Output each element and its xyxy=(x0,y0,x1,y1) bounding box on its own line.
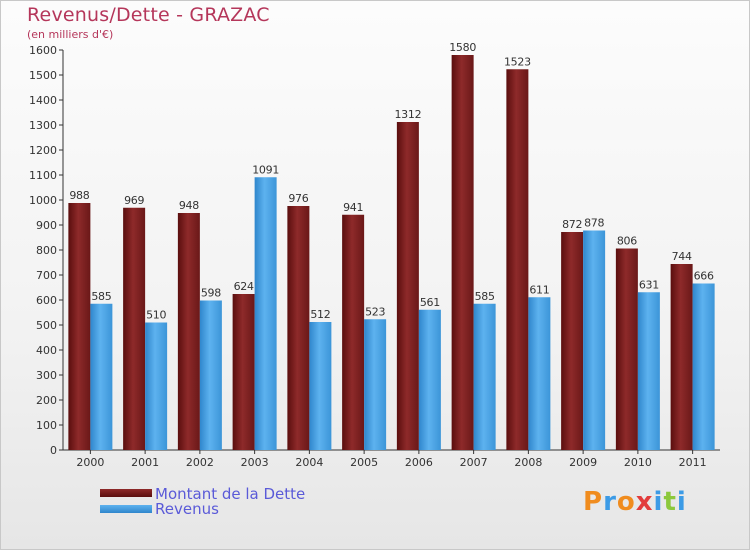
x-tick-label: 2004 xyxy=(295,456,323,469)
revenus-bar xyxy=(309,322,332,450)
revenus-data-label: 523 xyxy=(365,305,385,318)
revenus-bar xyxy=(145,322,168,450)
dette-data-label: 988 xyxy=(69,189,89,202)
dette-bar xyxy=(287,206,310,450)
dette-bar xyxy=(561,232,584,450)
y-tick-label: 1400 xyxy=(29,94,57,107)
y-tick-label: 700 xyxy=(36,269,57,282)
chart-axes: 0 100 200 300 400 500 600 700 800 900 1000 1100 1200… xyxy=(29,44,720,469)
revenus-bar xyxy=(90,303,113,450)
dette-data-label: 941 xyxy=(343,201,363,214)
chart-bars xyxy=(68,55,715,450)
revenus-data-label: 585 xyxy=(91,290,111,303)
y-tick-label: 0 xyxy=(50,444,57,457)
x-tick-label: 2008 xyxy=(514,456,542,469)
dette-data-label: 1580 xyxy=(449,41,476,54)
x-tick-label: 2009 xyxy=(569,456,597,469)
dette-data-label: 744 xyxy=(672,250,692,263)
legend-swatch-revenus xyxy=(100,505,152,513)
dette-bar xyxy=(615,248,638,450)
chart-subtitle: (en milliers d'€) xyxy=(27,28,114,41)
dette-bar xyxy=(506,69,529,450)
logo-letter: i xyxy=(653,487,664,517)
revenus-data-label: 666 xyxy=(694,270,714,283)
chart-data-labels: 988 585 969 510 948 598 624 1091 976 512 941 523 131… xyxy=(69,41,714,322)
dette-bar xyxy=(232,294,255,450)
y-tick-label: 100 xyxy=(36,419,57,432)
revenus-bar xyxy=(199,300,222,450)
y-tick-label: 600 xyxy=(36,294,57,307)
proxiti-logo: Proxiti xyxy=(583,487,687,517)
y-tick-label: 400 xyxy=(36,344,57,357)
revenus-data-label: 561 xyxy=(420,296,440,309)
logo-letter: o xyxy=(616,487,636,517)
y-tick-label: 1500 xyxy=(29,69,57,82)
revenus-bar xyxy=(637,292,660,450)
revenus-data-label: 611 xyxy=(529,283,549,296)
revenus-bar xyxy=(254,177,277,450)
y-tick-label: 900 xyxy=(36,219,57,232)
dette-data-label: 624 xyxy=(234,280,254,293)
dette-bar xyxy=(177,213,200,450)
revenus-data-label: 1091 xyxy=(252,163,279,176)
y-tick-label: 200 xyxy=(36,394,57,407)
revenus-data-label: 585 xyxy=(475,290,495,303)
revenus-data-label: 512 xyxy=(310,308,330,321)
revenus-data-label: 598 xyxy=(201,287,221,300)
revenus-bar xyxy=(364,319,387,450)
y-tick-label: 1000 xyxy=(29,194,57,207)
revenus-data-label: 878 xyxy=(584,217,604,230)
y-tick-label: 1200 xyxy=(29,144,57,157)
dette-data-label: 806 xyxy=(617,235,637,248)
dette-data-label: 872 xyxy=(562,218,582,231)
dette-bar xyxy=(342,214,365,450)
logo-letter: x xyxy=(635,487,654,517)
revenus-bar xyxy=(692,283,715,450)
x-tick-label: 2007 xyxy=(460,456,488,469)
x-tick-label: 2010 xyxy=(624,456,652,469)
legend-swatch-dette xyxy=(100,489,152,497)
y-tick-label: 500 xyxy=(36,319,57,332)
dette-data-label: 976 xyxy=(288,192,308,205)
dette-bar xyxy=(396,122,419,450)
dette-data-label: 969 xyxy=(124,194,144,207)
revenus-data-label: 510 xyxy=(146,309,166,322)
revenus-data-label: 631 xyxy=(639,278,659,291)
revenus-bar xyxy=(528,297,551,450)
x-tick-label: 2003 xyxy=(241,456,269,469)
x-tick-label: 2011 xyxy=(679,456,707,469)
x-tick-label: 2006 xyxy=(405,456,433,469)
dette-bar xyxy=(123,207,146,450)
dette-data-label: 1523 xyxy=(504,55,531,68)
dette-bar xyxy=(451,55,474,450)
logo-letter: i xyxy=(676,487,687,517)
dette-data-label: 948 xyxy=(179,199,199,212)
revenus-bar xyxy=(473,303,496,450)
legend-label-dette: Montant de la Dette xyxy=(155,485,306,503)
logo-letter: t xyxy=(663,487,677,517)
x-tick-label: 2002 xyxy=(186,456,214,469)
y-tick-label: 1600 xyxy=(29,44,57,57)
x-tick-label: 2001 xyxy=(131,456,159,469)
dette-bar xyxy=(68,203,91,450)
y-tick-label: 800 xyxy=(36,244,57,257)
revenus-bar xyxy=(583,230,606,450)
y-tick-label: 300 xyxy=(36,369,57,382)
x-tick-label: 2000 xyxy=(76,456,104,469)
revenus-bar xyxy=(418,309,441,450)
logo-letter: r xyxy=(603,487,617,517)
x-tick-label: 2005 xyxy=(350,456,378,469)
dette-bar xyxy=(670,264,693,450)
dette-data-label: 1312 xyxy=(394,108,421,121)
legend-label-revenus: Revenus xyxy=(155,500,219,518)
y-tick-label: 1300 xyxy=(29,119,57,132)
y-tick-label: 1100 xyxy=(29,169,57,182)
chart-title: Revenus/Dette - GRAZAC xyxy=(27,4,270,26)
logo-letter: P xyxy=(583,487,604,517)
